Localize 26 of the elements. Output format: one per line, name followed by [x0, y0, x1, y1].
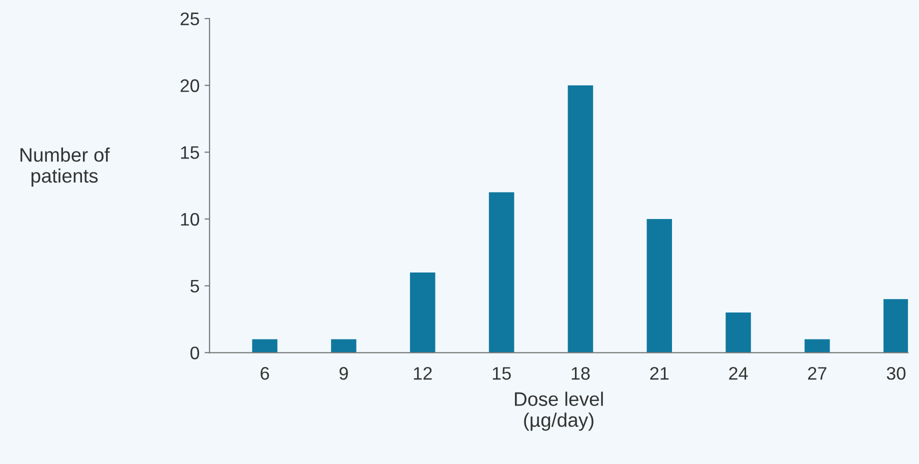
y-tick-label: 15 — [181, 146, 200, 159]
x-tick-label: 18 — [572, 367, 590, 380]
x-tick-label: 12 — [414, 367, 432, 380]
bar — [331, 339, 356, 353]
x-tick-label: 27 — [808, 367, 826, 380]
y-tick-label: 0 — [190, 346, 200, 360]
x-tick-label: 9 — [340, 367, 348, 380]
bar — [488, 192, 514, 353]
bar — [884, 299, 908, 353]
bar — [252, 339, 278, 353]
bar — [410, 272, 436, 353]
bar — [646, 219, 672, 353]
bar — [568, 85, 594, 353]
x-axis-title: Dose level (µg/day) — [514, 392, 603, 431]
x-tick-label: 15 — [492, 367, 511, 380]
y-tick-label: 10 — [181, 212, 200, 226]
x-tick-label: 24 — [729, 367, 748, 380]
y-tick-label: 25 — [180, 12, 200, 26]
x-tick-label: 30 — [886, 367, 906, 380]
bar — [804, 339, 830, 353]
y-tick-label: 5 — [190, 280, 200, 293]
x-tick-label: 6 — [260, 367, 270, 380]
y-tick-label: 20 — [180, 79, 200, 92]
x-tick-label: 21 — [650, 367, 669, 380]
y-axis-title: Number of patients — [20, 148, 110, 187]
bar — [726, 312, 751, 353]
